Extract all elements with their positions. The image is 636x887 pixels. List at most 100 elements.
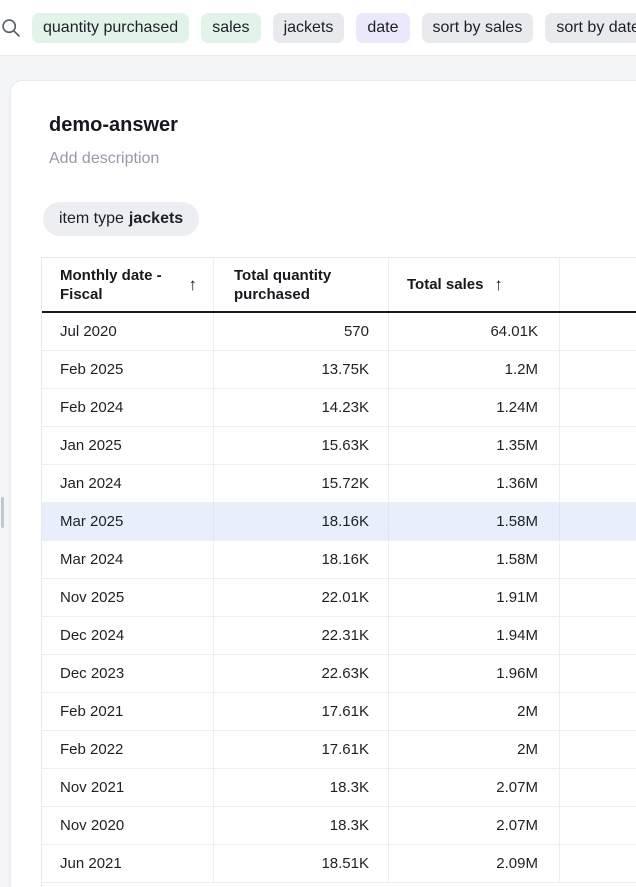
table-row[interactable]: Mar 2024 18.16K 1.58M xyxy=(42,541,636,579)
empty-cell xyxy=(560,351,636,388)
quantity-cell: 18.3K xyxy=(214,769,389,806)
date-cell: Nov 2020 xyxy=(42,807,214,844)
sales-cell: 1.24M xyxy=(389,389,560,426)
column-header-label: Monthly date - Fiscal xyxy=(60,266,162,303)
date-cell: Jun 2021 xyxy=(42,845,214,882)
date-cell: Feb 2022 xyxy=(42,731,214,768)
sales-cell: 1.2M xyxy=(389,351,560,388)
table-row[interactable]: Dec 2024 22.31K 1.94M xyxy=(42,617,636,655)
date-cell: Jul 2020 xyxy=(42,313,214,350)
table-row[interactable]: Nov 2025 22.01K 1.91M xyxy=(42,579,636,617)
sales-cell: 2.07M xyxy=(389,807,560,844)
empty-cell xyxy=(560,769,636,806)
empty-cell xyxy=(560,541,636,578)
empty-cell xyxy=(560,617,636,654)
search-term-chip[interactable]: sort by sales xyxy=(421,12,534,43)
date-cell: Jan 2025 xyxy=(42,427,214,464)
quantity-cell: 18.3K xyxy=(214,807,389,844)
quantity-cell: 15.63K xyxy=(214,427,389,464)
page-title[interactable]: demo-answer xyxy=(49,114,178,136)
table-row[interactable]: Feb 2021 17.61K 2M xyxy=(42,693,636,731)
empty-cell xyxy=(560,731,636,768)
table-header-row: Monthly date - Fiscal ↑ Total quantity pur… xyxy=(42,258,636,313)
column-header[interactable]: Total quantity purchased xyxy=(214,258,389,311)
table-row[interactable]: Jan 2024 15.72K 1.36M xyxy=(42,465,636,503)
column-header-label: Total sales xyxy=(407,276,484,293)
empty-cell xyxy=(560,845,636,882)
date-cell: Feb 2025 xyxy=(42,351,214,388)
sort-ascending-icon: ↑ xyxy=(494,274,503,294)
sales-cell: 1.36M xyxy=(389,465,560,502)
table-row[interactable]: Jun 2021 18.51K 2.09M xyxy=(42,845,636,883)
search-term-chip[interactable]: sales xyxy=(201,12,261,43)
date-cell: Jan 2024 xyxy=(42,465,214,502)
filter-pill-item-type[interactable]: item type jackets xyxy=(43,202,200,236)
sort-ascending-icon: ↑ xyxy=(188,274,198,294)
date-cell: Feb 2024 xyxy=(42,389,214,426)
sales-cell: 1.94M xyxy=(389,617,560,654)
sales-cell: 2M xyxy=(389,731,560,768)
sales-cell: 2.09M xyxy=(389,845,560,882)
table-row[interactable]: Nov 2020 18.3K 2.07M xyxy=(42,807,636,845)
filter-pill-value: jackets xyxy=(128,210,184,227)
date-cell: Mar 2024 xyxy=(42,541,214,578)
results-table: Monthly date - Fiscal ↑ Total quantity pur… xyxy=(41,257,636,887)
quantity-cell: 22.31K xyxy=(214,617,389,654)
table-row[interactable]: Dec 2023 22.63K 1.96M xyxy=(42,655,636,693)
table-row[interactable]: Feb 2024 14.23K 1.24M xyxy=(42,389,636,427)
sales-cell: 2.07M xyxy=(389,769,560,806)
quantity-cell: 13.75K xyxy=(214,351,389,388)
quantity-cell: 18.16K xyxy=(214,541,389,578)
date-cell: Dec 2023 xyxy=(42,655,214,692)
date-cell: Nov 2021 xyxy=(42,769,214,806)
search-term-chip[interactable]: sort by date xyxy=(545,12,636,43)
date-cell: Feb 2021 xyxy=(42,693,214,730)
column-header[interactable]: Monthly date - Fiscal ↑ xyxy=(42,258,214,311)
empty-cell xyxy=(560,389,636,426)
table-row[interactable]: Jul 2020 570 64.01K xyxy=(42,313,636,351)
empty-cell xyxy=(560,693,636,730)
empty-cell xyxy=(560,579,636,616)
empty-cell xyxy=(560,313,636,350)
date-cell: Dec 2024 xyxy=(42,617,214,654)
column-header-empty xyxy=(560,258,636,311)
table-row[interactable]: Jan 2025 15.63K 1.35M xyxy=(42,427,636,465)
sales-cell: 1.58M xyxy=(389,541,560,578)
column-header[interactable]: Total sales ↑ xyxy=(389,258,560,311)
sales-cell: 64.01K xyxy=(389,313,560,350)
quantity-cell: 570 xyxy=(214,313,389,350)
table-row[interactable]: Feb 2025 13.75K 1.2M xyxy=(42,351,636,389)
empty-cell xyxy=(560,807,636,844)
table-row[interactable]: Feb 2022 17.61K 2M xyxy=(42,731,636,769)
table-body: Jul 2020 570 64.01K Feb 2025 13.75K 1.2M Feb 2… xyxy=(42,313,636,883)
quantity-cell: 17.61K xyxy=(214,731,389,768)
search-term-chip[interactable]: date xyxy=(356,12,410,43)
search-term-chip[interactable]: jackets xyxy=(272,12,345,43)
sales-cell: 1.58M xyxy=(389,503,560,540)
sales-cell: 2M xyxy=(389,693,560,730)
answer-card: demo-answer Add description item type ja… xyxy=(10,80,636,887)
quantity-cell: 15.72K xyxy=(214,465,389,502)
scrollbar-thumb[interactable] xyxy=(1,497,4,528)
date-cell: Mar 2025 xyxy=(42,503,214,540)
empty-cell xyxy=(560,427,636,464)
add-description-placeholder[interactable]: Add description xyxy=(49,150,160,167)
empty-cell xyxy=(560,503,636,540)
filter-pill-prefix: item type xyxy=(59,210,124,227)
quantity-cell: 18.51K xyxy=(214,845,389,882)
column-header-label: Total quantity purchased xyxy=(234,266,332,303)
empty-cell xyxy=(560,465,636,502)
quantity-cell: 22.63K xyxy=(214,655,389,692)
quantity-cell: 18.16K xyxy=(214,503,389,540)
sales-cell: 1.91M xyxy=(389,579,560,616)
table-row[interactable]: Mar 2025 18.16K 1.58M xyxy=(42,503,636,541)
search-bar: quantity purchased sales jackets date sort b… xyxy=(0,0,636,56)
empty-cell xyxy=(560,655,636,692)
search-icon[interactable] xyxy=(1,18,21,38)
search-term-chip[interactable]: quantity purchased xyxy=(32,12,190,43)
sales-cell: 1.35M xyxy=(389,427,560,464)
table-tail xyxy=(42,883,636,887)
quantity-cell: 22.01K xyxy=(214,579,389,616)
table-row[interactable]: Nov 2021 18.3K 2.07M xyxy=(42,769,636,807)
quantity-cell: 17.61K xyxy=(214,693,389,730)
